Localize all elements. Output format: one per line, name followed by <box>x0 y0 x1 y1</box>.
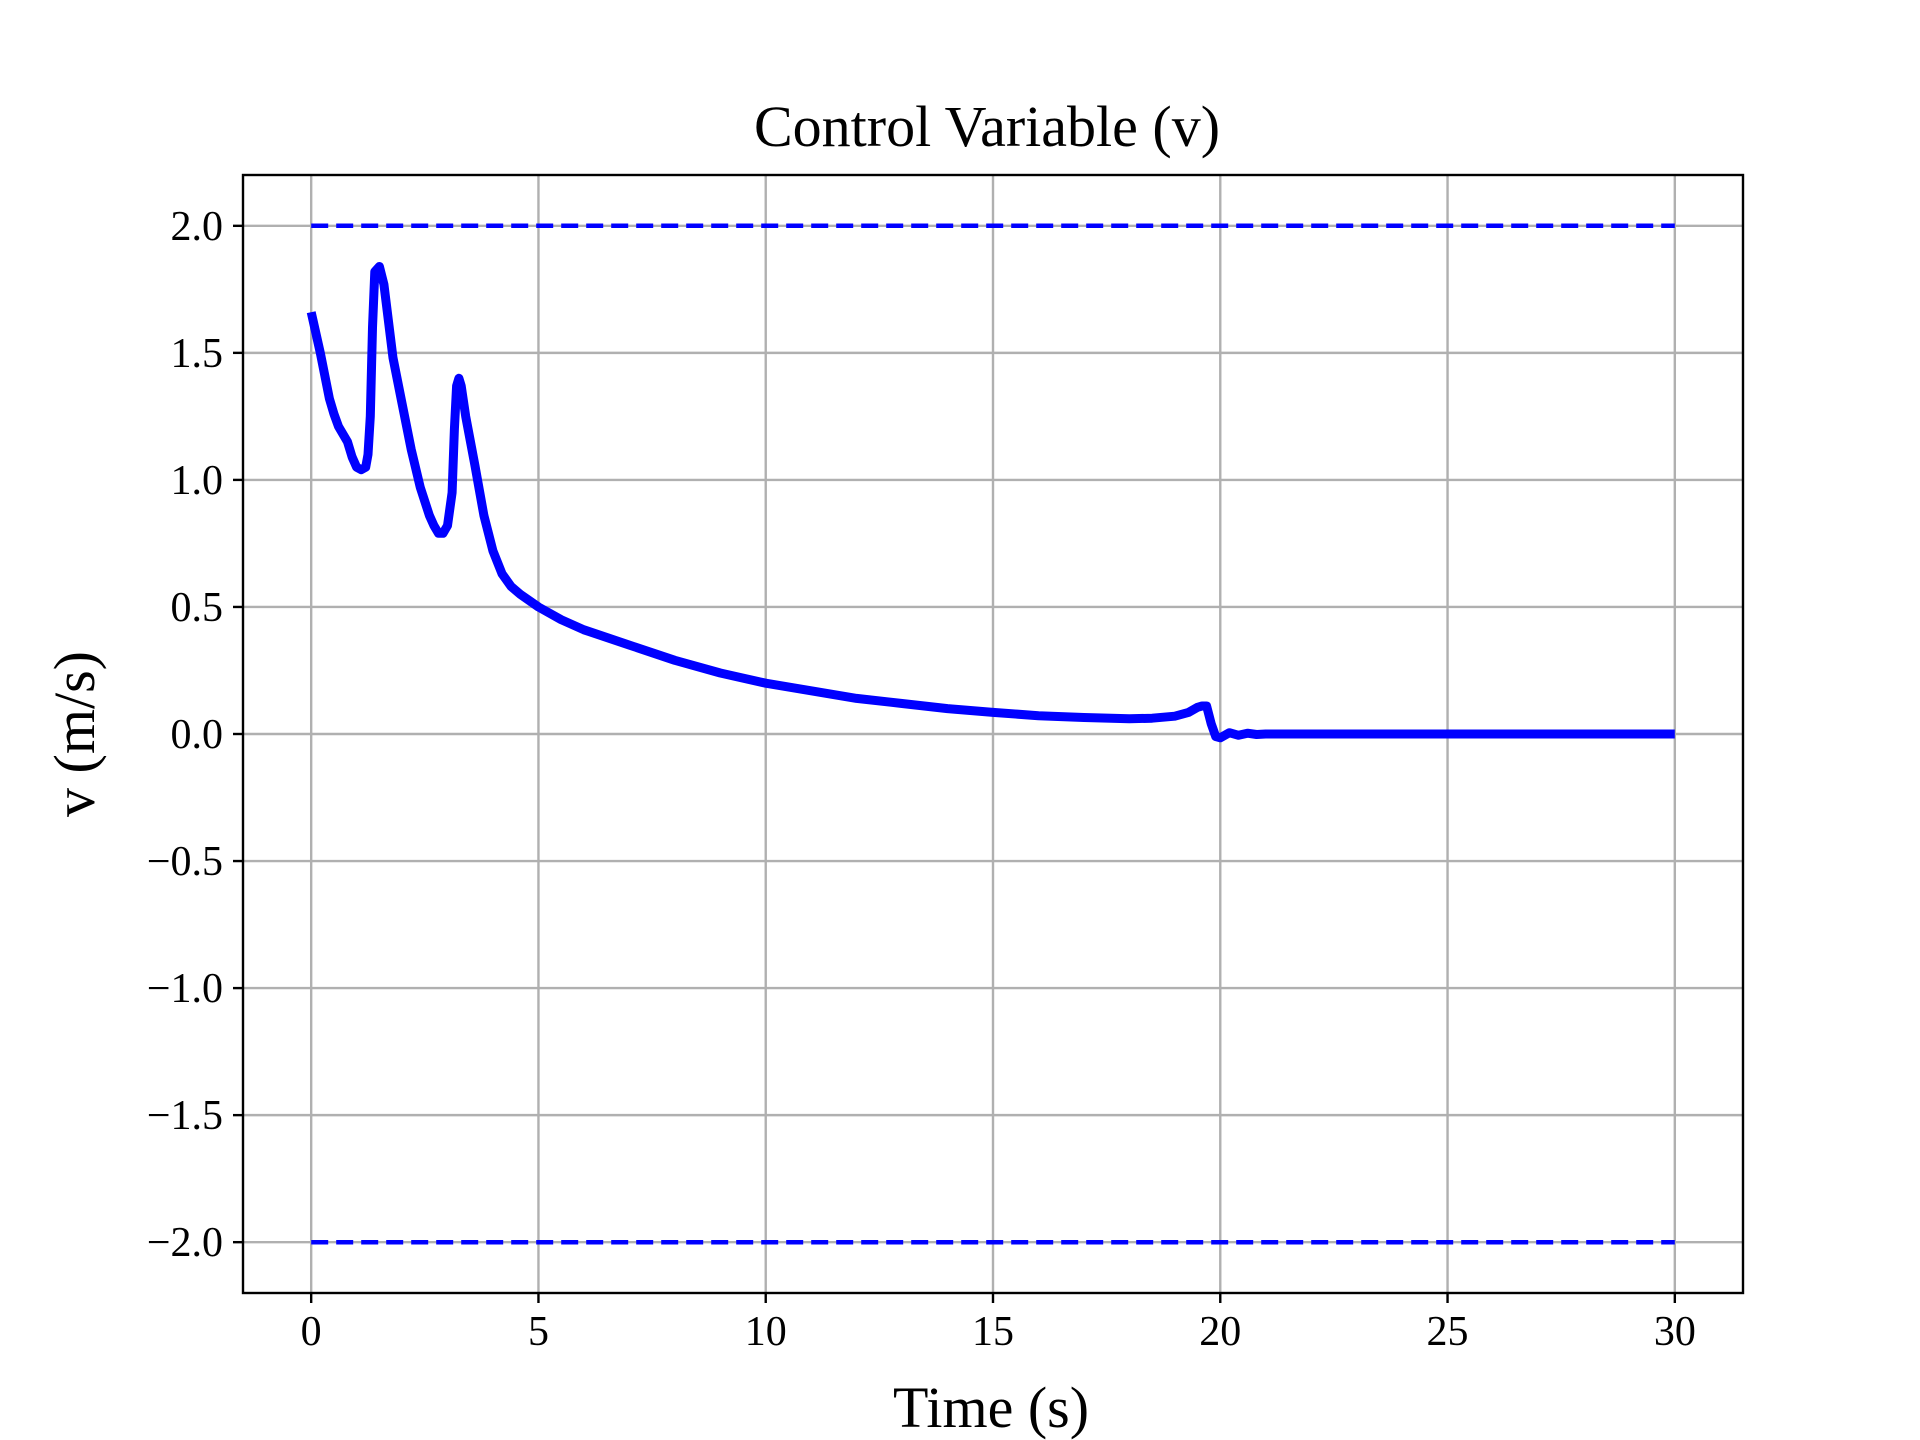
y-tick-label: −2.0 <box>147 1220 223 1266</box>
y-axis-label: v (m/s) <box>42 651 107 817</box>
y-tick-label: 1.0 <box>171 458 224 504</box>
y-tick-label: −0.5 <box>147 839 223 885</box>
control-variable-line <box>306 262 1675 743</box>
ticks: 0 5 10 15 20 25 30 2.0 1.5 1.0 0.5 0.0 −0.5 −1.0 −1.5 −… <box>147 204 1696 1355</box>
series-layer <box>306 223 1675 1245</box>
y-tick-label: 2.0 <box>171 204 224 250</box>
y-tick-label: 0.0 <box>171 712 224 758</box>
x-tick-label: 10 <box>745 1309 787 1355</box>
x-tick-label: 20 <box>1199 1309 1241 1355</box>
x-axis-label: Time (s) <box>893 1375 1089 1440</box>
y-tick-label: 1.5 <box>171 331 224 377</box>
x-tick-label: 30 <box>1654 1309 1696 1355</box>
y-tick-label: −1.5 <box>147 1093 223 1139</box>
x-tick-label: 25 <box>1427 1309 1469 1355</box>
x-tick-label: 5 <box>528 1309 549 1355</box>
chart-title: Control Variable (v) <box>754 94 1220 159</box>
x-tick-label: 15 <box>972 1309 1014 1355</box>
y-tick-label: −1.0 <box>147 966 223 1012</box>
x-tick-label: 0 <box>301 1309 322 1355</box>
y-tick-label: 0.5 <box>171 585 224 631</box>
